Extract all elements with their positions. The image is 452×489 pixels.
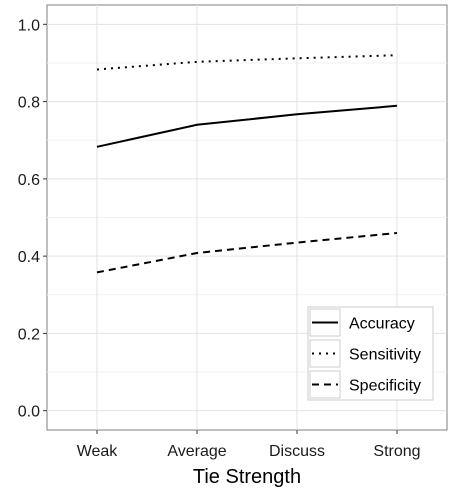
series-line-sensitivity: [96, 54, 398, 71]
x-tick-label: Average: [167, 443, 226, 460]
x-tick-label: Discuss: [269, 443, 325, 460]
y-tick-label: 1.0: [18, 17, 40, 34]
y-axis: 0.0 0.2 0.4 0.6 0.8 1.0: [18, 17, 47, 421]
y-tick-label: 0.6: [18, 172, 40, 189]
y-tick-label: 0.0: [18, 404, 40, 421]
legend: Accuracy Sensitivity Specificity: [307, 306, 434, 401]
legend-label: Accuracy: [349, 316, 415, 333]
series-lines: [96, 54, 398, 274]
series-line-specificity: [96, 232, 398, 274]
y-tick-label: 0.2: [18, 326, 40, 343]
x-tick-label: Strong: [373, 443, 420, 460]
x-axis-title: Tie Strength: [193, 466, 301, 488]
y-tick-label: 0.4: [18, 249, 40, 266]
legend-label: Sensitivity: [349, 347, 421, 364]
legend-key-box: [309, 339, 341, 368]
legend-label: Specificity: [349, 378, 421, 395]
series-line-accuracy: [96, 104, 398, 148]
x-axis: Weak Average Discuss Strong: [77, 430, 421, 460]
y-tick-label: 0.8: [18, 95, 40, 112]
x-tick-label: Weak: [77, 443, 119, 460]
